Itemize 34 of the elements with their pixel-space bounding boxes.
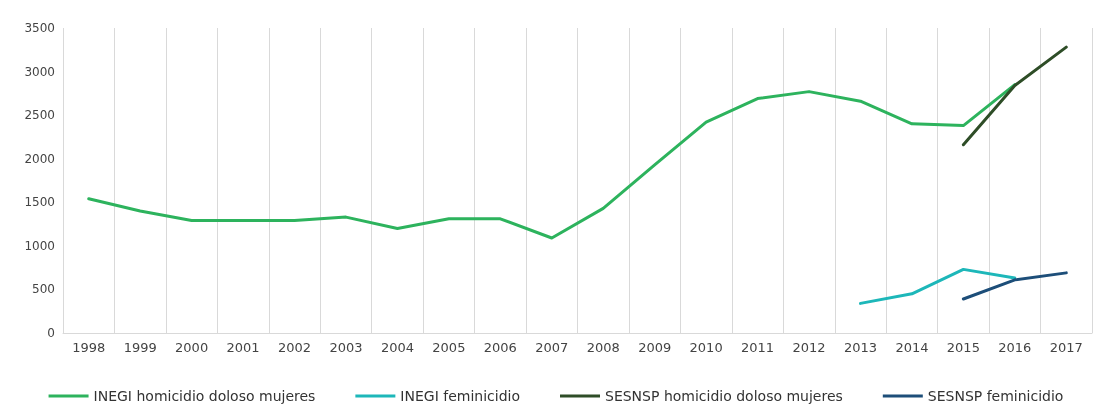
legend-label: SESNSP homicidio doloso mujeres bbox=[605, 388, 843, 404]
y-tick-label: 1000 bbox=[24, 238, 55, 253]
x-tick-label: 2011 bbox=[741, 340, 775, 355]
line-series bbox=[87, 83, 1017, 240]
y-tick-label: 2500 bbox=[24, 108, 55, 123]
x-tick-label: 2010 bbox=[689, 340, 723, 355]
y-tick-label: 0 bbox=[47, 326, 55, 340]
x-tick-label: 2017 bbox=[1049, 340, 1083, 355]
x-tick-label: 1999 bbox=[123, 340, 157, 355]
x-tick-label: 2003 bbox=[329, 340, 363, 355]
x-tick-label: 2005 bbox=[432, 340, 466, 355]
y-tick-label: 2000 bbox=[24, 151, 55, 166]
x-tick-label: 2004 bbox=[380, 340, 414, 355]
x-tick-label: 2007 bbox=[535, 340, 569, 355]
x-tick-label: 2009 bbox=[638, 340, 672, 355]
legend-label: INEGI feminicidio bbox=[400, 388, 521, 404]
x-tick-label: 1998 bbox=[72, 340, 106, 355]
x-tick-label: 2015 bbox=[946, 340, 980, 355]
legend-label: SESNSP feminicidio bbox=[927, 388, 1064, 404]
x-tick-label: 2002 bbox=[277, 340, 312, 355]
x-tick-label: 2000 bbox=[175, 340, 209, 355]
x-tick-label: 2006 bbox=[483, 340, 517, 355]
x-tick-label: 2008 bbox=[586, 340, 620, 355]
y-tick-label: 1500 bbox=[24, 195, 55, 210]
y-tick-label: 3500 bbox=[24, 21, 55, 35]
x-tick-label: 2012 bbox=[792, 340, 826, 355]
x-tick-label: 2014 bbox=[895, 340, 929, 355]
y-tick-label: 3000 bbox=[24, 64, 55, 79]
x-tick-label: 2016 bbox=[998, 340, 1032, 355]
line-series bbox=[858, 267, 1017, 305]
y-tick-label: 500 bbox=[32, 282, 55, 297]
legend-label: INEGI homicidio doloso mujeres bbox=[93, 388, 316, 404]
x-tick-label: 2001 bbox=[226, 340, 260, 355]
x-tick-label: 2013 bbox=[843, 340, 878, 355]
